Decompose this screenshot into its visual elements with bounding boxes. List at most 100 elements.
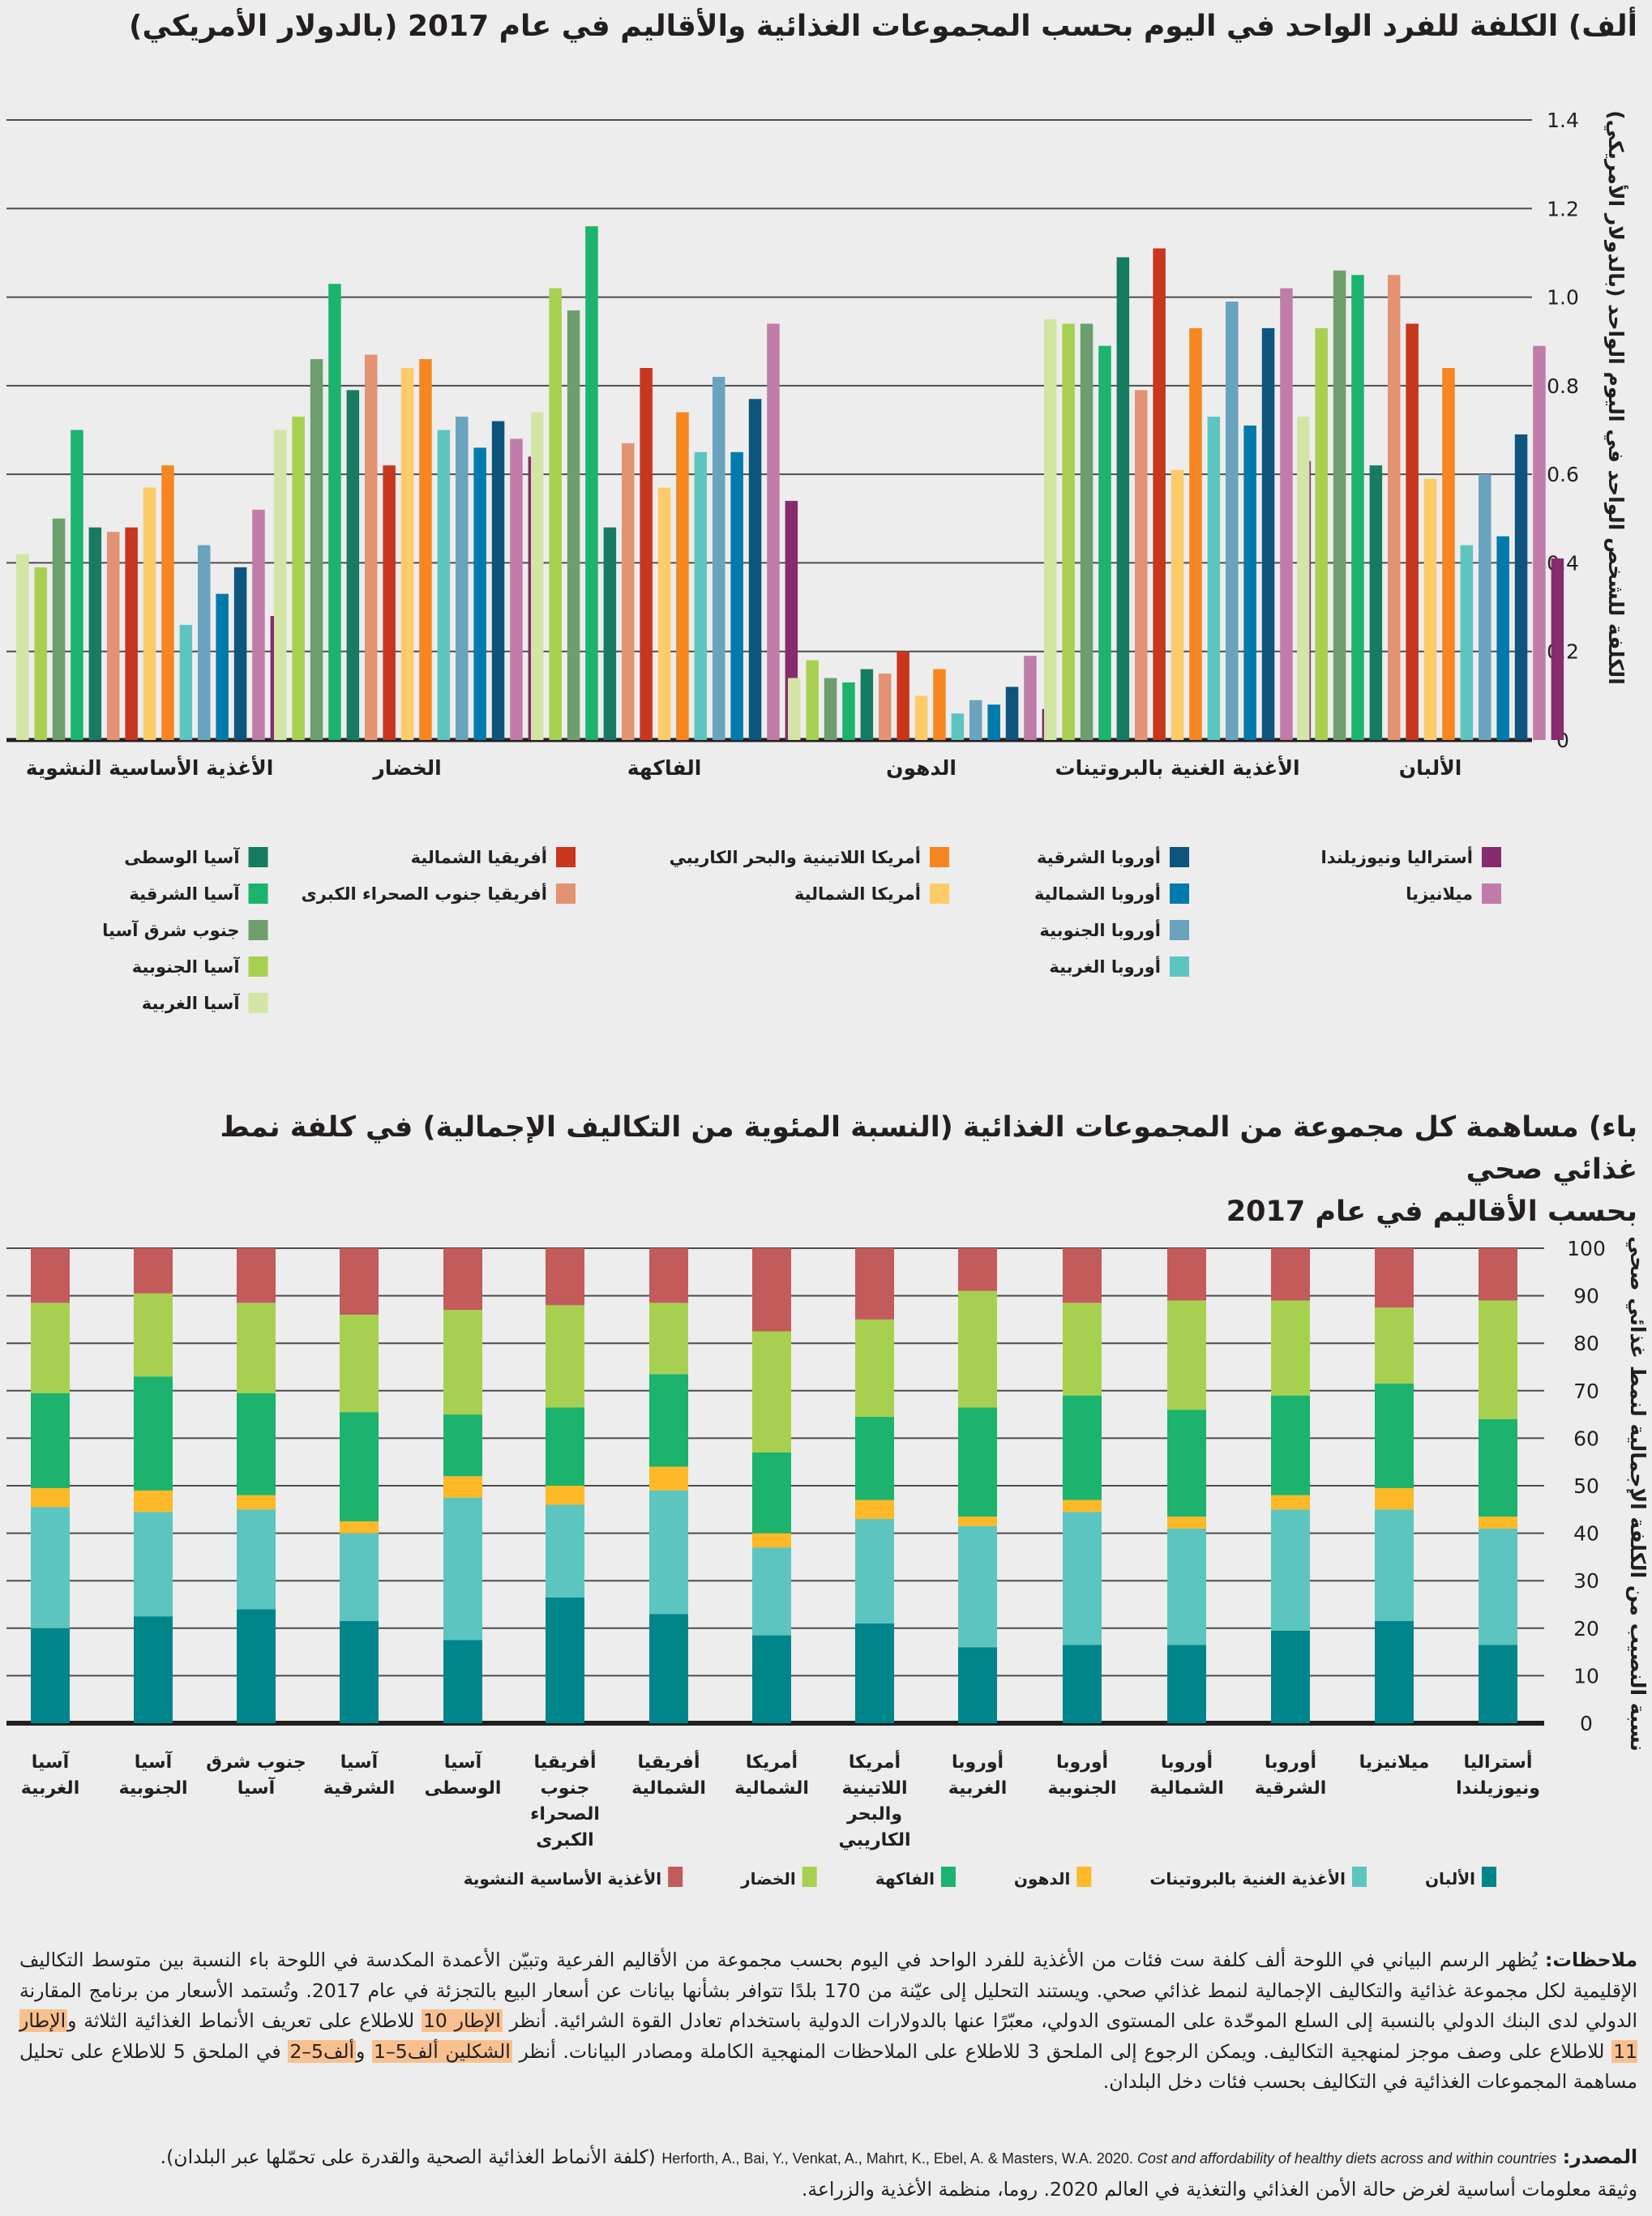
legend-item: ميلانيزيا xyxy=(1406,883,1501,904)
category-label: أوروبا xyxy=(1056,1749,1108,1773)
y-tick-label: 90 xyxy=(1573,1285,1599,1308)
box-10-link[interactable]: الإطار 10 xyxy=(421,2009,503,2032)
bar-3-9 xyxy=(951,713,965,740)
legend-item: الدهون xyxy=(1014,1867,1092,1889)
legend-item: أمريكا الشمالية xyxy=(794,882,949,904)
segment-4-1 xyxy=(443,1497,482,1641)
bar-4-5 xyxy=(1135,390,1148,740)
legend: الألبان الأغذية الغنية بالبروتينات الدهون ا… xyxy=(464,1867,1496,1889)
legend-label: جنوب شرق آسيا xyxy=(102,920,239,940)
category-label: والبحر xyxy=(846,1804,902,1825)
segment-0-0 xyxy=(31,1628,70,1723)
bar-2-11 xyxy=(730,451,743,740)
notes-text-3: للاطلاع على وصف موجز لمنهجية التكاليف. و… xyxy=(511,2039,1612,2063)
bar-4-4 xyxy=(1116,257,1130,741)
segment-1-2 xyxy=(134,1490,173,1512)
legend-swatch xyxy=(1076,1867,1092,1887)
segment-12-3 xyxy=(1271,1395,1310,1495)
y-tick-label: 30 xyxy=(1573,1569,1599,1593)
segment-7-3 xyxy=(752,1452,791,1534)
y-tick-label: 0 xyxy=(1580,1712,1593,1735)
legend-label: آسيا الغربية xyxy=(142,993,241,1013)
y-axis-label: الكلفة للشخص الواحد في اليوم الواحد (بال… xyxy=(1603,110,1628,685)
segment-7-0 xyxy=(752,1635,791,1723)
bar-1-6 xyxy=(383,465,396,740)
segment-4-5 xyxy=(443,1248,482,1311)
segment-13-4 xyxy=(1375,1307,1414,1384)
bar-0-11 xyxy=(216,593,229,740)
category-label: الغربية xyxy=(948,1778,1008,1799)
category-label: اللاتينية xyxy=(841,1778,907,1799)
segment-10-5 xyxy=(1063,1248,1102,1303)
legend-swatch xyxy=(248,920,268,940)
y-tick-label: 10 xyxy=(1573,1664,1599,1688)
legend-item: الألبان xyxy=(1425,1867,1496,1889)
category-label: جنوب xyxy=(541,1778,590,1799)
bar-1-2 xyxy=(310,359,323,740)
segment-7-2 xyxy=(752,1533,791,1548)
bar-0-12 xyxy=(233,567,247,740)
segment-3-1 xyxy=(340,1533,379,1622)
legend-label: أوروبا الغربية xyxy=(1049,955,1161,977)
category-label: آسيا xyxy=(238,1776,276,1799)
legend-item: أوروبا الشمالية xyxy=(1034,882,1189,904)
bar-3-7 xyxy=(914,695,928,740)
y-tick-label: 80 xyxy=(1573,1332,1599,1355)
segment-0-1 xyxy=(31,1507,70,1628)
bar-5-10 xyxy=(1479,474,1492,740)
category-label: أفريقيا xyxy=(638,1749,700,1773)
legend-label: أوروبا الشرقية xyxy=(1037,845,1161,867)
segment-5-3 xyxy=(546,1407,584,1486)
panel-b-title: باء) مساهمة كل مجموعة من المجموعات الغذا… xyxy=(154,1106,1637,1233)
legend-item: جنوب شرق آسيا xyxy=(102,920,268,940)
panel-a-title: ألف) الكلفة للفرد الواحد في اليوم بحسب ا… xyxy=(129,10,1637,43)
y-tick-label: 0.6 xyxy=(1547,463,1579,486)
category-label: أوروبا xyxy=(952,1749,1004,1773)
bar-3-13 xyxy=(1024,656,1037,740)
notes-paragraph: ملاحظات: يُظهر الرسم البياني في اللوحة أ… xyxy=(19,1945,1638,2098)
figure-a5-1-link[interactable]: الشكلين ألف5–1 xyxy=(372,2039,512,2063)
category-label: الأغذية الغنية بالبروتينات xyxy=(1055,755,1300,781)
segment-12-0 xyxy=(1271,1630,1310,1723)
bar-4-13 xyxy=(1280,288,1293,741)
segment-4-2 xyxy=(443,1476,482,1498)
category-label: الألبان xyxy=(1399,755,1462,780)
bar-4-11 xyxy=(1243,426,1256,740)
source-paragraph: المصدر: Herforth, A., Bai, Y., Venkat, A… xyxy=(19,2142,1637,2205)
legend-swatch xyxy=(1482,1867,1496,1887)
y-tick-label: 1.4 xyxy=(1547,109,1579,132)
bar-4-9 xyxy=(1207,417,1221,740)
category-label: الخضار xyxy=(371,756,441,780)
segment-9-2 xyxy=(958,1517,997,1526)
segment-6-1 xyxy=(649,1490,688,1615)
bar-1-1 xyxy=(292,417,305,740)
segment-0-2 xyxy=(31,1487,70,1508)
segment-3-0 xyxy=(340,1621,379,1723)
legend-swatch xyxy=(1170,920,1189,940)
segment-1-5 xyxy=(134,1248,173,1294)
segment-2-2 xyxy=(237,1495,276,1510)
legend-label: أوروبا الشمالية xyxy=(1034,882,1161,904)
category-label: أمريكا xyxy=(849,1749,901,1773)
legend-swatch xyxy=(248,883,268,904)
segment-12-2 xyxy=(1271,1495,1310,1510)
category-label: جنوب شرق xyxy=(206,1752,306,1773)
legend-item: أوروبا الغربية xyxy=(1049,955,1189,977)
category-label: ميلانيزيا xyxy=(1359,1752,1430,1773)
legend-label: الفاكهة xyxy=(875,1869,935,1889)
bar-4-8 xyxy=(1189,327,1202,740)
segment-0-4 xyxy=(31,1303,70,1393)
segment-13-0 xyxy=(1375,1621,1414,1723)
bar-5-14 xyxy=(1551,558,1564,740)
bar-5-11 xyxy=(1496,536,1509,740)
category-label: الكبرى xyxy=(536,1830,593,1850)
segment-9-1 xyxy=(958,1525,997,1648)
bar-3-6 xyxy=(897,651,909,740)
legend-item: آسيا الجنوبية xyxy=(132,956,268,977)
segment-11-1 xyxy=(1167,1528,1206,1645)
segment-9-3 xyxy=(958,1407,997,1517)
category-label: أمريكا xyxy=(746,1749,798,1773)
bar-0-8 xyxy=(161,465,174,740)
category-label: آسيا xyxy=(444,1750,482,1773)
figure-a5-2-link[interactable]: ألف5–2 xyxy=(288,2039,357,2063)
